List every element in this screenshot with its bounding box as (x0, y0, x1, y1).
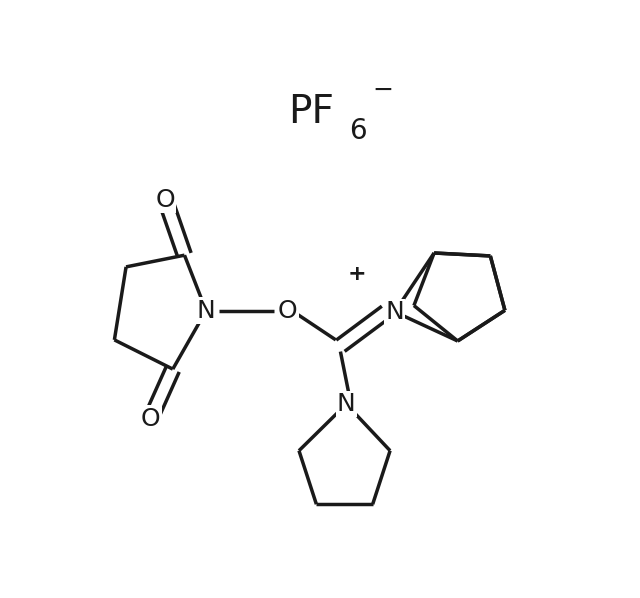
Text: N: N (196, 298, 216, 323)
Text: O: O (156, 188, 175, 212)
Text: N: N (337, 392, 356, 416)
Text: PF: PF (288, 93, 334, 131)
Text: O: O (278, 298, 298, 323)
Text: 6: 6 (349, 117, 367, 145)
Text: +: + (348, 264, 366, 284)
Text: O: O (141, 407, 161, 431)
Text: N: N (385, 300, 404, 324)
Text: −: − (372, 78, 394, 102)
